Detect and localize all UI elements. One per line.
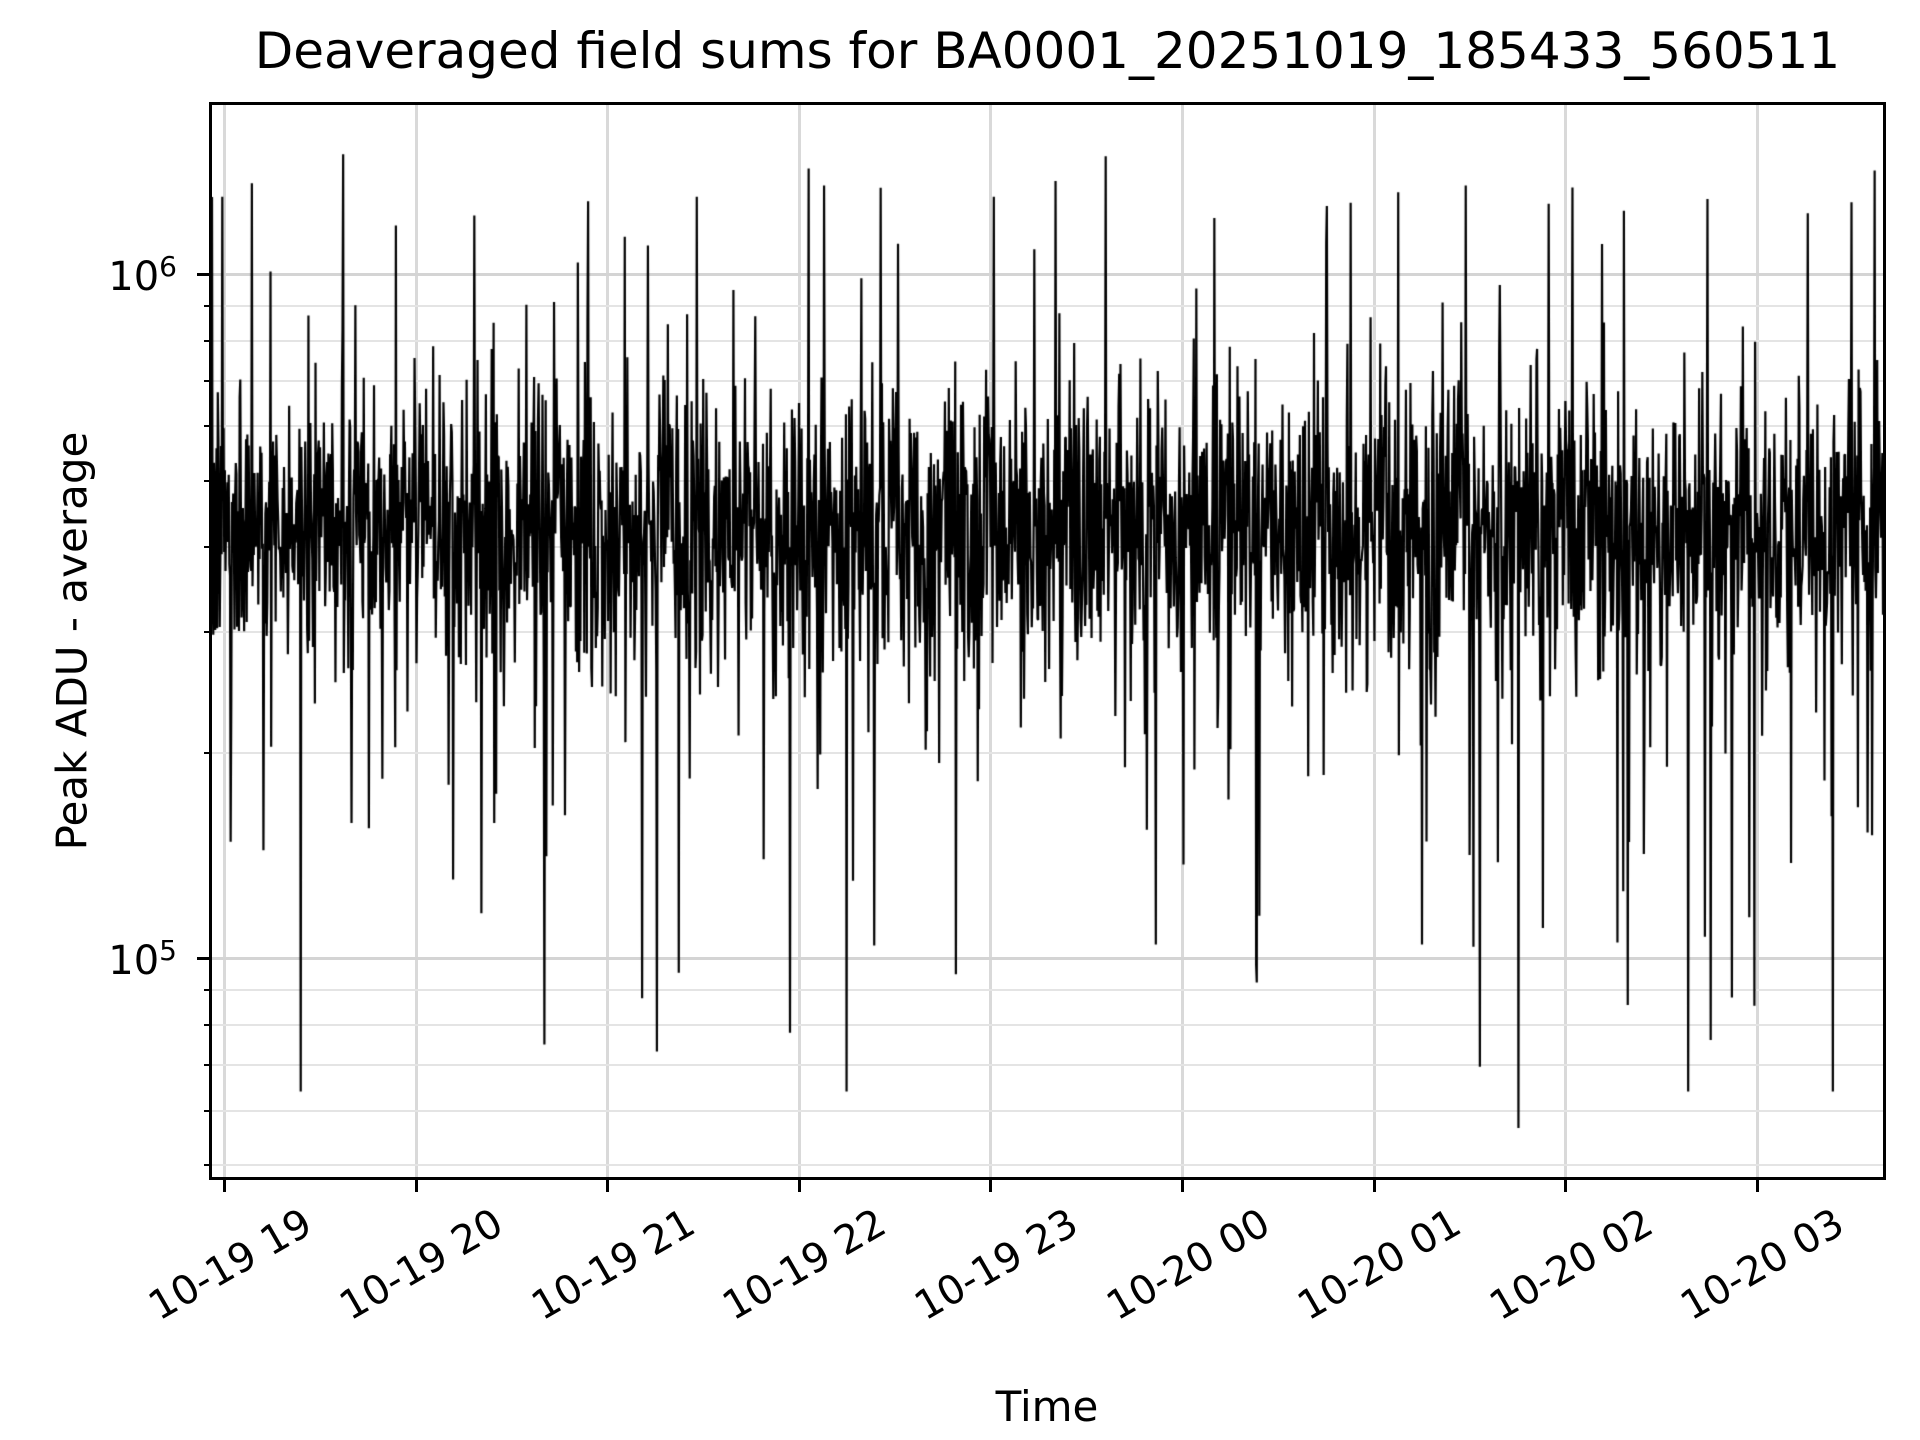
x-tick-mark — [1372, 1177, 1376, 1192]
x-tick-label: 10-20 02 — [1481, 1200, 1661, 1330]
y-minor-tick-mark — [204, 379, 212, 382]
y-minor-tick-mark — [204, 1109, 212, 1112]
y-minor-tick-mark — [204, 545, 212, 548]
x-tick-label: 10-19 21 — [523, 1200, 703, 1330]
y-minor-tick-mark — [204, 1024, 212, 1027]
y-minor-tick-mark — [204, 304, 212, 307]
y-major-tick-mark — [197, 957, 212, 961]
y-tick-label: 106 — [108, 249, 177, 300]
x-axis-label: Time — [995, 1382, 1099, 1431]
x-tick-mark — [989, 1177, 993, 1192]
x-tick-mark — [223, 1177, 226, 1192]
y-minor-tick-mark — [204, 751, 212, 754]
time-series-canvas — [212, 105, 1883, 1177]
x-tick-label: 10-19 23 — [907, 1200, 1086, 1330]
y-axis-label: Peak ADU - average — [47, 431, 97, 851]
x-tick-label: 10-19 19 — [140, 1200, 320, 1330]
x-tick-mark — [606, 1177, 610, 1192]
chart-title: Deaveraged field sums for BA0001_2025101… — [254, 22, 1841, 80]
x-tick-mark — [1755, 1177, 1759, 1192]
x-tick-mark — [797, 1177, 801, 1192]
x-tick-label: 10-19 22 — [715, 1200, 895, 1330]
x-tick-mark — [414, 1177, 418, 1192]
x-tick-label: 10-20 00 — [1098, 1200, 1278, 1330]
x-tick-mark — [1564, 1177, 1568, 1192]
x-tick-mark — [1181, 1177, 1184, 1192]
x-tick-label: 10-19 20 — [332, 1200, 512, 1330]
y-minor-tick-mark — [204, 1063, 212, 1066]
y-minor-tick-mark — [204, 1163, 212, 1166]
y-minor-tick-mark — [204, 989, 212, 992]
y-minor-tick-mark — [204, 339, 212, 342]
y-minor-tick-mark — [204, 425, 212, 428]
y-tick-label: 105 — [108, 933, 177, 985]
y-minor-tick-mark — [204, 479, 212, 482]
x-tick-label: 10-20 01 — [1290, 1200, 1470, 1330]
y-major-tick-mark — [197, 273, 212, 277]
x-tick-label: 10-20 03 — [1673, 1200, 1853, 1330]
y-minor-tick-mark — [204, 631, 212, 634]
